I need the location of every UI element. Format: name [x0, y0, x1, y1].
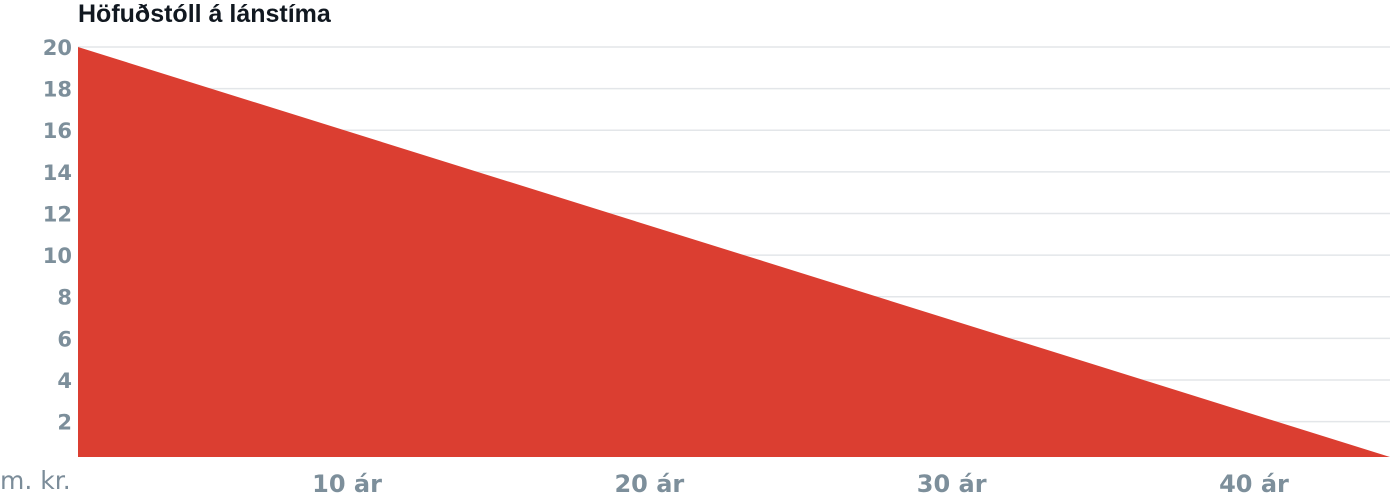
y-tick-label: 2 — [57, 411, 72, 435]
y-tick-label: 4 — [57, 369, 72, 393]
y-tick-label: 14 — [43, 161, 72, 185]
y-axis-ticks: 2 4 6 8 10 12 14 16 18 20 — [43, 36, 72, 435]
x-tick-label: 20 ár — [614, 470, 684, 498]
principal-area — [78, 47, 1390, 457]
y-tick-label: 10 — [43, 244, 72, 268]
y-tick-label: 12 — [43, 202, 72, 226]
x-tick-label: 30 ár — [917, 470, 987, 498]
chart-title: Höfuðstóll á lánstíma — [78, 0, 331, 28]
area-series — [78, 47, 1390, 457]
y-tick-label: 6 — [57, 327, 72, 351]
x-axis-ticks: 10 ár 20 ár 30 ár 40 ár — [312, 470, 1289, 498]
y-tick-label: 20 — [43, 36, 72, 60]
y-tick-label: 18 — [43, 78, 72, 102]
y-axis-unit-label: m. kr. — [0, 466, 71, 495]
y-tick-label: 16 — [43, 119, 72, 143]
x-tick-label: 40 ár — [1219, 470, 1289, 498]
x-tick-label: 10 ár — [312, 470, 382, 498]
y-tick-label: 8 — [57, 286, 72, 310]
